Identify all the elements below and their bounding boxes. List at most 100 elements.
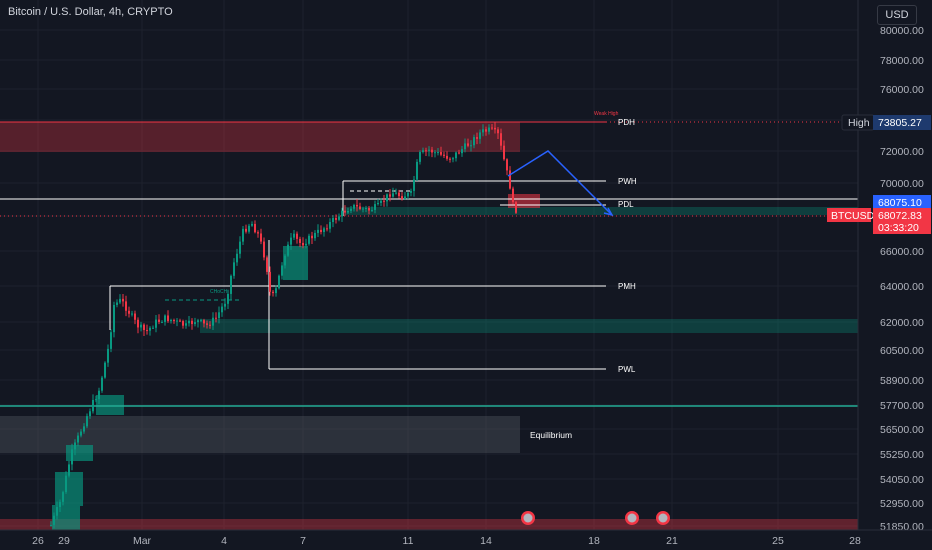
candle-body — [353, 204, 355, 209]
candle-body — [224, 303, 226, 307]
candle-body — [218, 312, 220, 318]
price-tick: 52950.00 — [880, 498, 924, 510]
candle-body — [113, 304, 115, 333]
price-tick: 56500.00 — [880, 424, 924, 436]
candle-body — [143, 324, 145, 331]
candle-body — [515, 202, 517, 213]
candle-body — [239, 241, 241, 254]
candle-body — [107, 348, 109, 363]
time-axis[interactable] — [0, 530, 932, 550]
candle-body — [380, 200, 382, 203]
candle-body — [401, 196, 403, 199]
candle-body — [155, 319, 157, 328]
candle-body — [92, 399, 94, 412]
candle-body — [497, 129, 499, 134]
candle-body — [68, 464, 70, 476]
candle-body — [245, 228, 247, 232]
candle-body — [356, 204, 358, 207]
candle-body — [284, 255, 286, 266]
candle-body — [251, 223, 253, 226]
candle-body — [365, 208, 367, 210]
candle-body — [77, 435, 79, 443]
candle-body — [89, 411, 91, 417]
candle-body — [257, 232, 259, 234]
candle-body — [335, 218, 337, 220]
event-markers[interactable] — [521, 511, 670, 525]
candle-body — [314, 232, 316, 239]
candle-body — [119, 298, 121, 303]
countdown: 03:33:20 — [878, 222, 919, 234]
candle-body — [80, 431, 82, 436]
candle-body — [278, 275, 280, 289]
price-tick: 78000.00 — [880, 55, 924, 67]
candle-body — [419, 152, 421, 162]
candle-body — [272, 291, 274, 294]
candle-body — [395, 192, 397, 194]
price-axis[interactable] — [858, 0, 932, 530]
candle-body — [374, 204, 376, 210]
candle-body — [500, 133, 502, 146]
candle-body — [248, 225, 250, 232]
candle-body — [290, 237, 292, 245]
time-tick: 14 — [480, 535, 492, 547]
candle-body — [461, 149, 463, 154]
candle-body — [491, 127, 493, 129]
candle-body — [236, 253, 238, 263]
candle-body — [371, 209, 373, 211]
candle-body — [59, 501, 61, 508]
candle-body — [176, 320, 178, 322]
candle-body — [446, 155, 448, 159]
time-tick: 11 — [403, 535, 414, 547]
candle-body — [293, 233, 295, 238]
last-price-tag — [873, 195, 931, 209]
candle-body — [503, 145, 505, 160]
candle-body — [227, 293, 229, 304]
high-value-tag — [873, 115, 931, 130]
candle-body — [413, 179, 415, 191]
candle-body — [86, 416, 88, 427]
candle-body — [50, 524, 52, 526]
time-tick: 4 — [221, 535, 227, 547]
candle-body — [323, 228, 325, 233]
candle-body — [287, 244, 289, 256]
candle-body — [359, 206, 361, 209]
candle-body — [311, 235, 313, 239]
candle-body — [320, 229, 322, 233]
projection-path — [507, 150, 613, 216]
candle-body — [452, 158, 454, 160]
pdh-label: PDH — [618, 118, 635, 127]
price-tick: 66000.00 — [880, 246, 924, 258]
price-tick: 70000.00 — [880, 178, 924, 190]
time-tick: 25 — [772, 535, 784, 547]
candle-body — [128, 310, 130, 314]
candle-body — [152, 327, 154, 329]
candle-body — [185, 323, 187, 326]
last-price-value: 68075.10 — [878, 197, 922, 209]
candle-body — [455, 152, 457, 159]
time-tick: 26 — [32, 535, 44, 547]
candle-body — [332, 218, 334, 223]
candle-body — [476, 137, 478, 139]
candle-body — [140, 324, 142, 328]
candle-body — [440, 152, 442, 155]
candle-body — [65, 475, 67, 493]
pmh-label: PMH — [618, 282, 636, 291]
candle-body — [233, 262, 235, 276]
price-tick: 55250.00 — [880, 449, 924, 461]
candle-body — [269, 271, 271, 292]
grid — [0, 0, 858, 530]
candle-body — [182, 321, 184, 326]
time-tick: 7 — [300, 535, 306, 547]
price-tick: 60500.00 — [880, 345, 924, 357]
candle-body — [377, 202, 379, 205]
high-value: 73805.27 — [878, 117, 922, 129]
candle-body — [488, 127, 490, 132]
candle-body — [296, 233, 298, 239]
candle-body — [386, 194, 388, 202]
candle-body — [416, 161, 418, 180]
time-axis-ticks: 26 29 Mar 4 7 11 14 18 21 25 28 — [32, 535, 861, 547]
candle-body — [305, 243, 307, 246]
currency-button[interactable]: USD — [877, 5, 917, 25]
time-tick: Mar — [133, 535, 152, 547]
